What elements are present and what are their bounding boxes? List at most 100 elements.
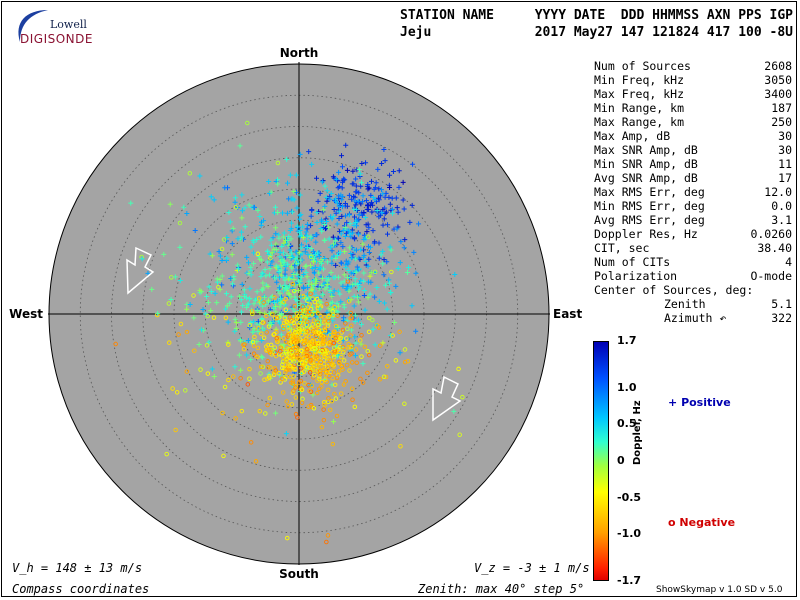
source-point-negative xyxy=(290,281,296,287)
source-point-positive xyxy=(286,276,292,282)
source-point-negative xyxy=(332,305,337,310)
source-point-positive xyxy=(275,264,281,270)
source-point-negative xyxy=(397,329,402,335)
source-point-negative xyxy=(245,120,250,126)
source-point-negative xyxy=(296,361,302,366)
stat-value: 3050 xyxy=(764,73,792,87)
source-point-negative xyxy=(258,371,263,376)
source-point-positive xyxy=(298,245,304,251)
source-point-positive xyxy=(260,303,266,309)
source-point-positive xyxy=(238,297,244,303)
source-point-positive xyxy=(388,247,394,253)
source-point-negative xyxy=(336,369,342,374)
source-point-positive xyxy=(217,277,223,283)
source-point-positive xyxy=(366,256,372,262)
source-point-negative xyxy=(308,254,314,260)
source-point-positive xyxy=(167,201,173,207)
source-point-negative xyxy=(255,251,261,257)
source-point-positive xyxy=(276,285,282,291)
stat-row: Min RMS Err, deg 0.0 xyxy=(594,199,792,213)
source-point-positive xyxy=(248,272,254,278)
source-point-negative xyxy=(334,413,340,419)
source-point-negative xyxy=(255,345,261,351)
source-point-positive xyxy=(395,209,401,215)
source-point-negative xyxy=(298,366,304,371)
source-point-positive xyxy=(380,222,386,228)
stat-value: 3400 xyxy=(764,87,792,101)
source-point-negative xyxy=(183,388,188,393)
source-point-positive xyxy=(342,224,348,230)
source-point-positive xyxy=(365,295,371,301)
source-point-positive xyxy=(242,205,248,211)
stat-label: Min Freq, kHz xyxy=(594,73,685,87)
source-point-negative xyxy=(291,388,296,393)
source-point-positive xyxy=(348,297,354,303)
stat-value: 17 xyxy=(778,171,792,185)
plus-icon: + xyxy=(668,396,678,409)
source-point-positive xyxy=(334,221,340,227)
source-point-positive xyxy=(327,196,333,202)
source-point-positive xyxy=(248,267,254,273)
source-point-positive xyxy=(351,222,357,228)
source-point-positive xyxy=(389,210,395,216)
source-point-positive xyxy=(382,300,388,306)
source-point-positive xyxy=(286,291,292,297)
source-point-positive xyxy=(304,245,310,251)
source-point-positive xyxy=(392,320,398,326)
source-point-positive xyxy=(354,207,360,213)
compass-east-label: East xyxy=(553,307,582,321)
source-point-negative xyxy=(331,358,336,363)
source-point-negative xyxy=(278,348,283,354)
source-point-positive xyxy=(222,185,228,191)
source-point-negative xyxy=(331,331,336,337)
statistics-panel: Num of Sources 2608 Min Freq, kHz 3050 Max F… xyxy=(594,59,792,325)
source-point-positive xyxy=(339,213,345,219)
stat-label: Avg SNR Amp, dB xyxy=(594,171,698,185)
source-point-positive xyxy=(267,253,273,259)
stat-value: 250 xyxy=(771,115,792,129)
source-point-positive xyxy=(367,273,373,279)
source-point-negative xyxy=(284,358,289,363)
source-point-negative xyxy=(319,365,325,371)
source-point-negative xyxy=(332,391,337,397)
source-point-positive xyxy=(205,299,211,305)
source-point-positive xyxy=(327,288,333,294)
source-point-positive xyxy=(358,246,364,252)
source-point-positive xyxy=(268,242,274,248)
source-point-positive xyxy=(294,223,300,229)
source-point-positive xyxy=(380,261,386,267)
source-point-positive xyxy=(336,216,342,222)
source-point-positive xyxy=(374,208,380,214)
source-point-positive xyxy=(356,317,362,323)
stat-row: Num of Sources 2608 xyxy=(594,59,792,73)
source-point-negative xyxy=(333,335,338,341)
source-point-positive xyxy=(236,266,242,272)
source-point-positive xyxy=(244,254,250,260)
source-point-negative xyxy=(267,374,272,379)
source-point-positive xyxy=(369,178,375,184)
source-point-positive xyxy=(260,271,266,277)
source-point-negative xyxy=(164,451,169,457)
source-point-negative xyxy=(381,374,387,380)
source-point-positive xyxy=(341,272,347,278)
source-point-positive xyxy=(296,287,302,293)
source-point-positive xyxy=(187,301,193,307)
source-point-negative xyxy=(322,320,327,325)
stat-value: O-mode xyxy=(750,269,792,283)
source-point-negative xyxy=(377,343,383,348)
source-point-positive xyxy=(346,268,352,274)
source-point-positive xyxy=(177,277,183,283)
source-point-negative xyxy=(460,394,465,400)
source-point-positive xyxy=(368,200,374,206)
source-point-positive xyxy=(293,189,299,195)
source-point-positive xyxy=(313,232,319,238)
source-point-negative xyxy=(335,373,341,378)
source-point-positive xyxy=(394,205,400,211)
source-point-positive xyxy=(278,332,284,338)
source-point-negative xyxy=(456,366,461,372)
source-point-positive xyxy=(317,190,323,196)
source-point-positive xyxy=(324,218,330,224)
source-point-positive xyxy=(338,299,344,305)
source-point-negative xyxy=(316,302,321,307)
source-point-positive xyxy=(199,327,205,333)
